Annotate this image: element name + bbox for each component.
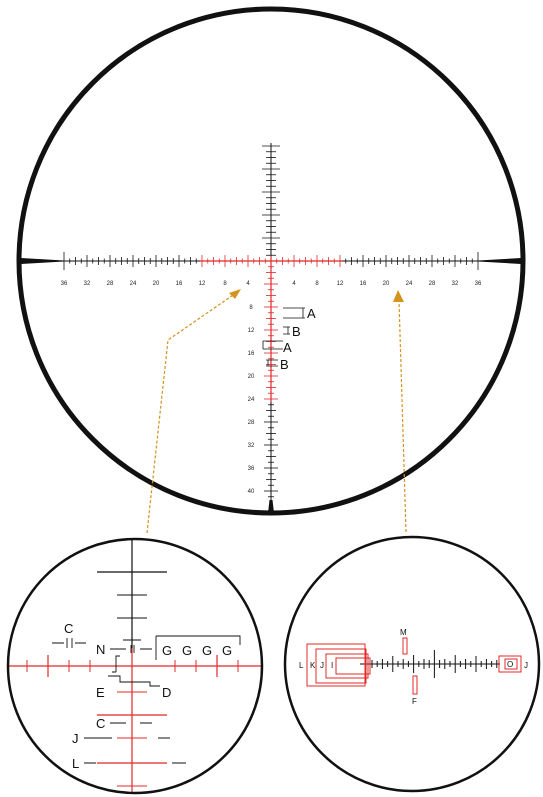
right-detail-ring (283, 535, 541, 793)
h-label-r4: 4 (292, 281, 296, 287)
h-label-l36: 36 (61, 281, 68, 287)
g-bracket (155, 635, 241, 660)
f-label: F (412, 697, 417, 706)
h-label-r24: 24 (406, 281, 413, 287)
c-bottom-label: C (96, 716, 105, 731)
callout-arrow-left-head (229, 289, 241, 299)
box-i (335, 657, 371, 675)
right-j2-label: J (524, 661, 528, 670)
v-label-16: 16 (248, 351, 255, 357)
right-i-label: I (331, 661, 333, 670)
h-label-l24: 24 (130, 281, 137, 287)
callout-a1-label: A (307, 306, 316, 321)
d-bracket (123, 681, 160, 687)
callout-a2-label: A (283, 340, 292, 355)
left-callout-lines (52, 635, 241, 764)
h-label-l20: 20 (153, 281, 160, 287)
box-j (325, 653, 369, 679)
v-label-32: 32 (248, 443, 255, 449)
h-label-l16: 16 (176, 281, 183, 287)
v-label-36: 36 (248, 466, 255, 472)
right-ticks (371, 650, 498, 678)
bottom-thick-post (268, 500, 274, 513)
right-thick-post (478, 258, 521, 264)
main-scope: 36 32 28 24 20 16 12 8 4 4 8 12 16 20 24… (16, 6, 526, 534)
h-label-l32: 32 (84, 281, 91, 287)
v-label-28: 28 (248, 420, 255, 426)
box-k (315, 648, 367, 684)
left-detail-content (8, 539, 262, 793)
right-detail: M F L K J I O J (283, 535, 541, 793)
e-lead (108, 675, 126, 683)
v-label-24: 24 (248, 397, 255, 403)
e-bracket (112, 655, 120, 673)
h-label-r16: 16 (360, 281, 367, 287)
e-label: E (96, 685, 105, 700)
vertical-ticks (262, 145, 280, 498)
h-label-r12: 12 (337, 281, 344, 287)
g-label-4: G (222, 643, 232, 658)
callout-b1-label: B (292, 324, 301, 339)
h-label-l8: 8 (223, 281, 227, 287)
box-j-right (498, 655, 522, 673)
right-red-boxes (306, 637, 522, 695)
h-label-r8: 8 (315, 281, 319, 287)
main-callouts (262, 307, 305, 367)
right-k-label: K (310, 661, 316, 670)
d-label: D (162, 685, 171, 700)
h-label-r20: 20 (383, 281, 390, 287)
callout-a1-bracket (283, 307, 305, 319)
callout-b2-label: B (280, 357, 289, 372)
box-f (412, 675, 418, 695)
left-thick-post (21, 258, 64, 264)
v-label-20: 20 (248, 374, 255, 380)
box-l (306, 643, 366, 687)
h-label-r32: 32 (452, 281, 459, 287)
j-label: J (72, 731, 79, 746)
g-label-1: G (162, 643, 172, 658)
v-label-40: 40 (248, 489, 255, 495)
vertical-tick-labels: 8 12 16 20 24 28 32 36 40 (248, 305, 255, 495)
right-l-label: L (299, 661, 304, 670)
left-detail: C N G G G G E D C J L (6, 537, 264, 795)
left-detail-ring (6, 537, 264, 795)
horizontal-ticks (63, 252, 479, 270)
callout-arrow-right-path (398, 299, 407, 533)
h-label-l12: 12 (199, 281, 206, 287)
right-o-label: O (507, 660, 513, 669)
callout-arrow-right-head (393, 290, 404, 302)
h-label-l28: 28 (107, 281, 114, 287)
g-label-2: G (182, 643, 192, 658)
h-label-r36: 36 (475, 281, 482, 287)
c-top-label: C (64, 621, 73, 636)
g-label-3: G (202, 643, 212, 658)
n-label: N (96, 642, 105, 657)
v-label-8: 8 (249, 305, 253, 311)
right-detail-content (306, 637, 522, 695)
callout-arrow-left-path (146, 292, 237, 534)
horizontal-tick-labels: 36 32 28 24 20 16 12 8 4 4 8 12 16 20 24… (61, 281, 482, 287)
callout-b2-bracket (266, 359, 278, 367)
callout-b1-bracket (283, 326, 290, 335)
box-o (504, 658, 518, 670)
h-label-l4: 4 (246, 281, 250, 287)
right-j-label: J (320, 661, 324, 670)
callout-a2-bracket (262, 340, 283, 350)
m-label: M (400, 628, 407, 637)
h-label-r28: 28 (429, 281, 436, 287)
v-label-12: 12 (248, 328, 255, 334)
box-m (402, 637, 408, 655)
l-label: L (72, 756, 79, 771)
